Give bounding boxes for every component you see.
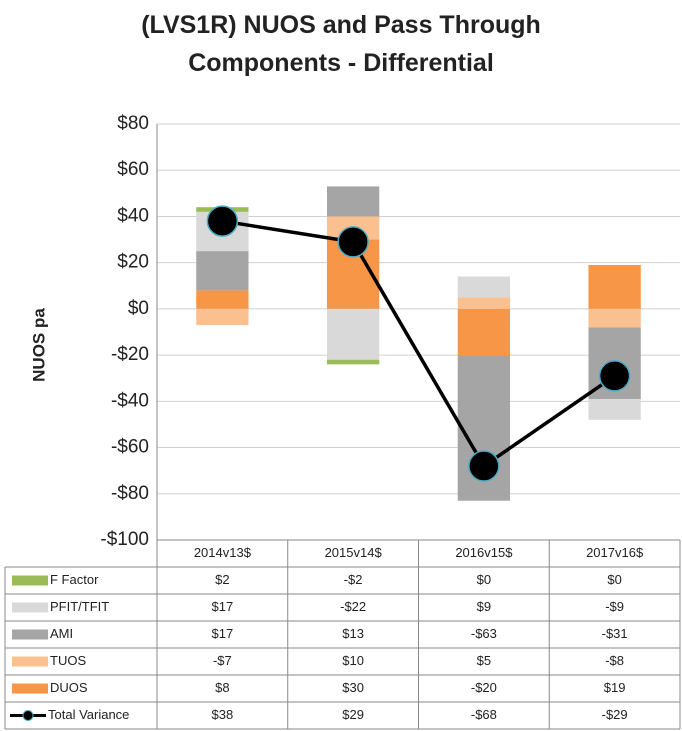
y-tick-label: -$80 <box>111 483 149 504</box>
y-tick-label: -$40 <box>111 390 149 411</box>
y-tick-label: $60 <box>117 159 149 180</box>
legend-key <box>12 602 48 613</box>
legend-key <box>22 710 34 721</box>
legend-label: TUOS <box>50 653 86 668</box>
legend-label: DUOS <box>50 680 88 695</box>
y-tick-label: $80 <box>117 113 149 134</box>
table-value: $38 <box>212 707 234 722</box>
legend-label: F Factor <box>50 572 99 587</box>
table-value: $13 <box>342 626 364 641</box>
bar-segment <box>196 251 249 291</box>
table-value: -$8 <box>605 653 624 668</box>
table-value: -$63 <box>471 626 497 641</box>
total-marker <box>206 205 239 237</box>
table-value: -$31 <box>602 626 628 641</box>
table-value: $30 <box>342 680 364 695</box>
table-value: $8 <box>215 680 229 695</box>
bar-segment <box>326 359 380 365</box>
table-value: $17 <box>212 626 234 641</box>
total-marker <box>337 226 369 258</box>
y-axis-label: NUOS pa <box>29 308 48 382</box>
total-marker <box>598 360 631 392</box>
total-line <box>222 219 616 469</box>
y-tick-label: $20 <box>117 252 149 273</box>
bar-segment <box>588 308 641 328</box>
table-value: $29 <box>342 707 364 722</box>
legend-key <box>12 683 48 694</box>
bar-segment <box>588 264 641 309</box>
bar-segment <box>457 276 511 298</box>
y-tick-label: $0 <box>128 298 149 319</box>
bar-segment <box>326 186 380 217</box>
table-value: $2 <box>215 572 229 587</box>
y-tick-label: -$60 <box>111 437 149 458</box>
table-value: $0 <box>607 572 621 587</box>
table-value: -$22 <box>340 599 366 614</box>
legend-key <box>12 575 48 586</box>
legend-label: AMI <box>50 626 73 641</box>
table-value: -$68 <box>471 707 497 722</box>
y-tick-label: $40 <box>117 205 149 226</box>
table-value: -$2 <box>344 572 363 587</box>
x-tick-label: 2016v15$ <box>455 545 513 560</box>
legend-label: PFIT/TFIT <box>50 599 109 614</box>
x-tick-label: 2017v16$ <box>586 545 644 560</box>
table-value: $10 <box>342 653 364 668</box>
bar-segment <box>326 308 380 360</box>
table-value: $9 <box>477 599 491 614</box>
chart-title: (LVS1R) NUOS and Pass Through Components… <box>141 11 541 77</box>
x-tick-label: 2014v13$ <box>194 545 252 560</box>
legend-key <box>12 656 48 667</box>
bar-segment <box>588 399 641 420</box>
table-value: -$20 <box>471 680 497 695</box>
table-value: $17 <box>212 599 234 614</box>
total-marker <box>468 450 500 482</box>
legend-label: Total Variance <box>48 707 129 722</box>
bar-segment <box>457 297 511 309</box>
x-tick-label: 2015v14$ <box>325 545 383 560</box>
bar-segment <box>196 308 249 326</box>
bar-segment <box>457 308 511 356</box>
table-value: -$7 <box>213 653 232 668</box>
legend-key <box>12 629 48 640</box>
table-value: $19 <box>604 680 626 695</box>
table-value: -$29 <box>602 707 628 722</box>
table-value: $0 <box>477 572 491 587</box>
bar-segment <box>196 290 249 309</box>
y-tick-label: -$20 <box>111 344 149 365</box>
y-tick-label: -$100 <box>100 529 149 550</box>
table-value: -$9 <box>605 599 624 614</box>
table-value: $5 <box>477 653 491 668</box>
